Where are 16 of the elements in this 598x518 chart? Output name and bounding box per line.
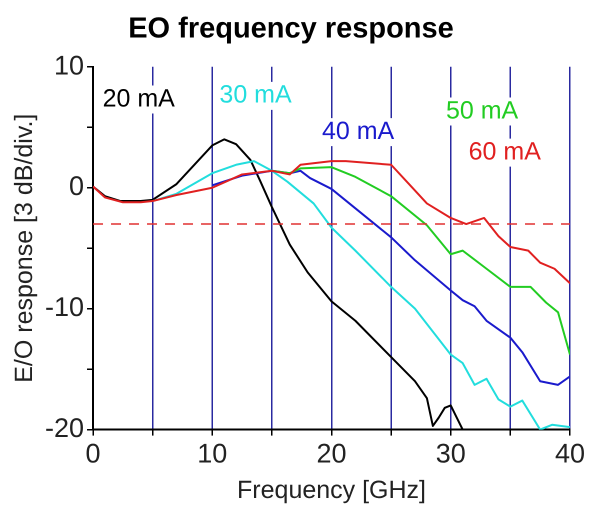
y-tick-label: 10 bbox=[54, 50, 84, 80]
y-axis-title: E/O response [3 dB/div.] bbox=[10, 114, 38, 383]
x-tick-label: 20 bbox=[316, 438, 347, 468]
y-tick-label: 0 bbox=[68, 171, 84, 202]
x-axis-title: Frequency [GHz] bbox=[237, 476, 426, 504]
chart-title: EO frequency response bbox=[128, 12, 454, 44]
x-tick-label: 40 bbox=[554, 438, 586, 468]
y-tick-label: -20 bbox=[44, 413, 84, 444]
series-label: 20 mA bbox=[102, 84, 176, 112]
text: 30 mA bbox=[219, 80, 292, 109]
x-tick-label: 30 bbox=[436, 438, 466, 468]
y-tick-label: -10 bbox=[44, 292, 84, 322]
series-label: 40 mA bbox=[322, 116, 395, 145]
text: 60 mA bbox=[468, 138, 542, 166]
x-tick-label: 10 bbox=[197, 438, 228, 468]
text: 50 mA bbox=[446, 96, 519, 124]
